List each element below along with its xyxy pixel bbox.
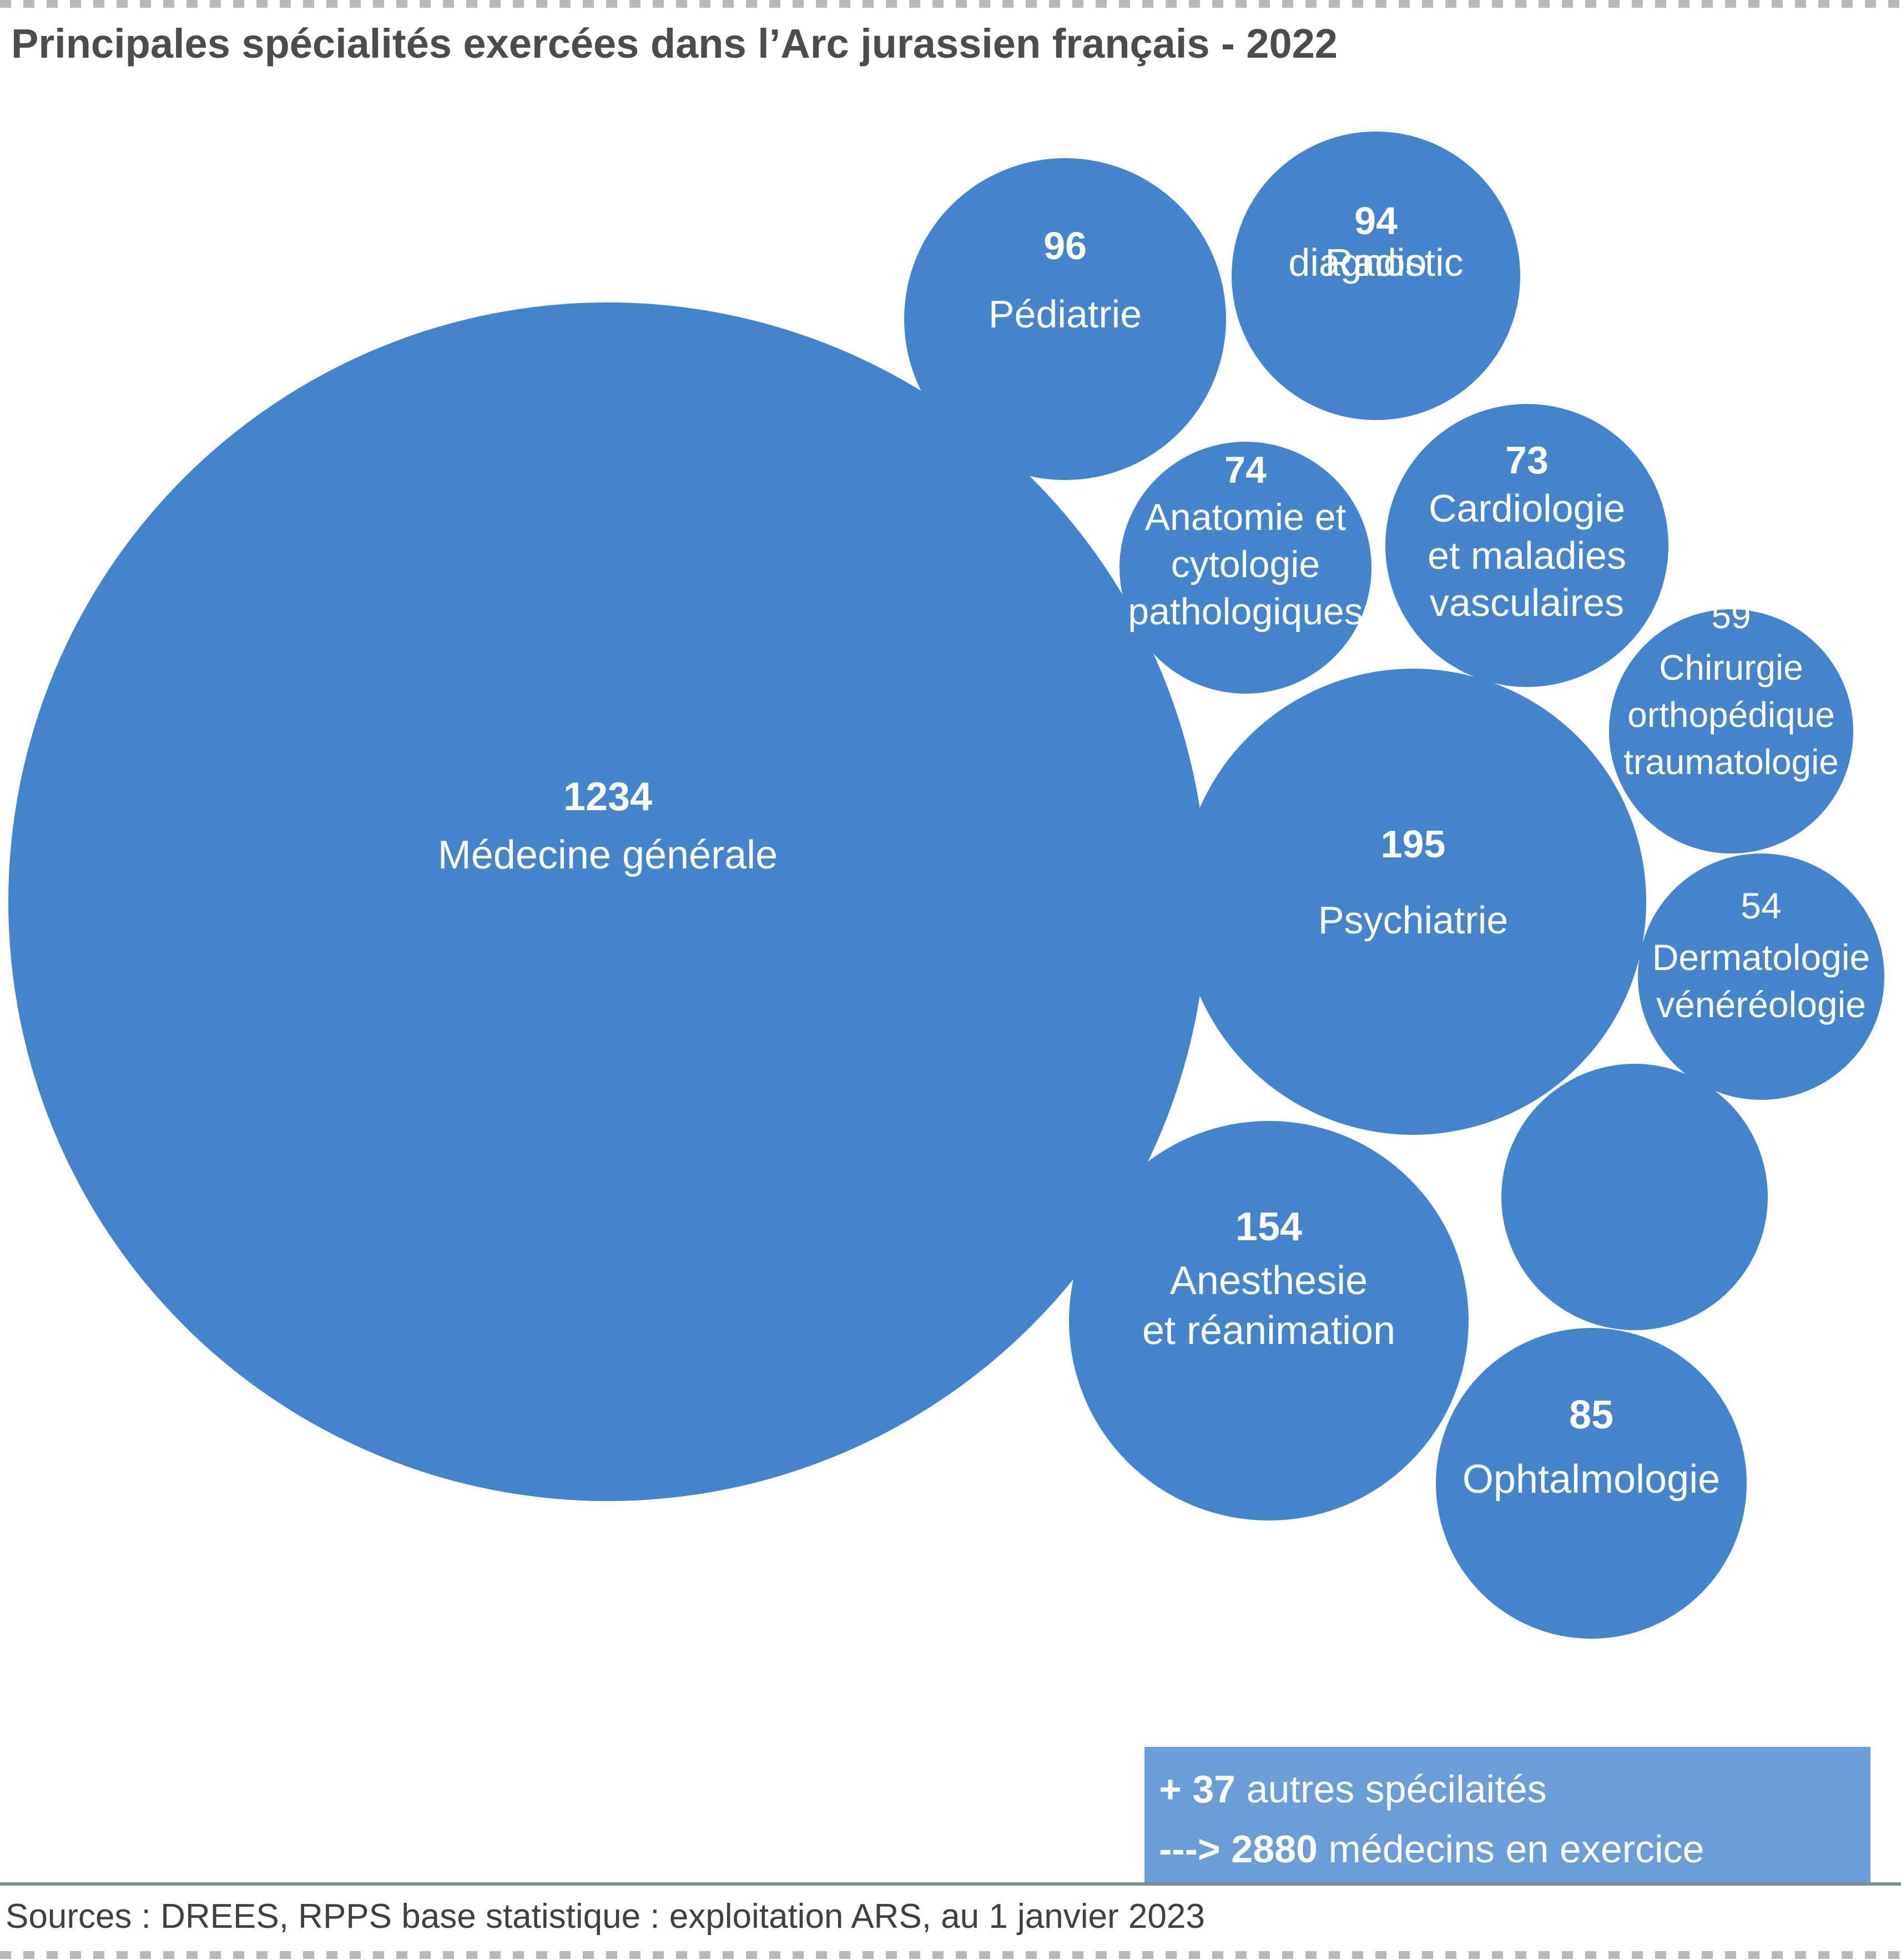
bubble-label-anatomie-et-cytologie-pathologiques: pathologiques [1128, 590, 1363, 633]
bubble-value-psychiatrie: 195 [1381, 822, 1446, 866]
summary-prefix-1: + [1159, 1767, 1193, 1811]
chart-title: Principales spécialités exercées dans l’… [11, 21, 1338, 67]
bubble-anatomie-et-cytologie-pathologiques [1120, 442, 1371, 694]
bubble-radio-diagnostic [1232, 132, 1520, 420]
bubble-unlabeled [1501, 1064, 1768, 1330]
bubble-value-radio-diagnostic: 94 [1354, 199, 1398, 243]
bubble-label-pediatrie: Pédiatrie [989, 292, 1142, 336]
bubble-value-medecine-generale: 1234 [563, 775, 652, 819]
summary-other-label: autres spécilaités [1236, 1767, 1547, 1811]
bubble-label-chirurgie-orthopedique-traumatologie: orthopédique [1627, 695, 1835, 735]
bubble-label-ophtalmologie: Ophtalmologie [1463, 1457, 1720, 1502]
bubble-label-dermatologie-venereologie: vénéréologie [1656, 984, 1866, 1025]
summary-prefix-2: ---> [1159, 1827, 1232, 1871]
summary-box: + 37 autres spécilaités ---> 2880 médeci… [1144, 1747, 1870, 1882]
bubble-label-cardiologie-et-maladies-vasculaires: vasculaires [1430, 581, 1624, 624]
bubble-label-dermatologie-venereologie: Dermatologie [1652, 937, 1870, 978]
bubble-value-cardiologie-et-maladies-vasculaires: 73 [1505, 438, 1549, 482]
bubble-label-medecine-generale: Médecine générale [438, 833, 778, 877]
bubble-pediatrie [904, 158, 1226, 480]
bubble-label-radio-diagnostic: diagnostic [1288, 241, 1463, 284]
source-divider [0, 1882, 1901, 1886]
top-dashed-border [0, 0, 1901, 8]
bubble-label-cardiologie-et-maladies-vasculaires: et maladies [1428, 534, 1626, 577]
bottom-dashed-border [0, 1951, 1901, 1959]
bubble-label-anesthesie-et-reanimation: et réanimation [1142, 1309, 1395, 1353]
bubble-label-radio-diagnostic: Radio [1325, 241, 1427, 284]
bubble-value-chirurgie-orthopedique-traumatologie: 59 [1711, 596, 1751, 636]
bubble-label-chirurgie-orthopedique-traumatologie: traumatologie [1623, 742, 1839, 782]
summary-other-count: 37 [1192, 1767, 1236, 1811]
bubble-label-cardiologie-et-maladies-vasculaires: Cardiologie [1429, 487, 1625, 530]
summary-line-other-specialties: + 37 autres spécilaités [1159, 1759, 1870, 1819]
bubble-cardiologie-et-maladies-vasculaires [1385, 404, 1668, 687]
bubble-label-anesthesie-et-reanimation: Anesthesie [1170, 1259, 1368, 1303]
summary-line-total-doctors: ---> 2880 médecins en exercice [1159, 1819, 1870, 1879]
bubble-label-psychiatrie: Psychiatrie [1318, 898, 1508, 942]
bubble-label-anatomie-et-cytologie-pathologiques: cytologie [1171, 543, 1320, 585]
bubble-label-anatomie-et-cytologie-pathologiques: Anatomie et [1145, 496, 1347, 538]
bubble-value-anatomie-et-cytologie-pathologiques: 74 [1224, 449, 1267, 491]
summary-total-count: 2880 [1231, 1827, 1318, 1871]
bubble-chirurgie-orthopedique-traumatologie [1609, 609, 1853, 853]
summary-total-label: médecins en exercice [1318, 1827, 1705, 1871]
bubble-psychiatrie [1180, 669, 1646, 1135]
bubble-value-dermatologie-venereologie: 54 [1741, 885, 1781, 926]
bubble-medecine-generale [8, 302, 1207, 1501]
bubble-value-pediatrie: 96 [1043, 224, 1087, 267]
bubble-ophtalmologie [1436, 1328, 1747, 1639]
bubble-anesthesie-et-reanimation [1069, 1121, 1469, 1520]
bubble-value-ophtalmologie: 85 [1569, 1393, 1613, 1437]
bubble-dermatologie-venereologie [1638, 853, 1884, 1100]
source-note: Sources : DREES, RPPS base statistique :… [6, 1897, 1205, 1936]
bubble-label-chirurgie-orthopedique-traumatologie: Chirurgie [1659, 648, 1803, 688]
bubble-value-anesthesie-et-reanimation: 154 [1236, 1205, 1302, 1249]
